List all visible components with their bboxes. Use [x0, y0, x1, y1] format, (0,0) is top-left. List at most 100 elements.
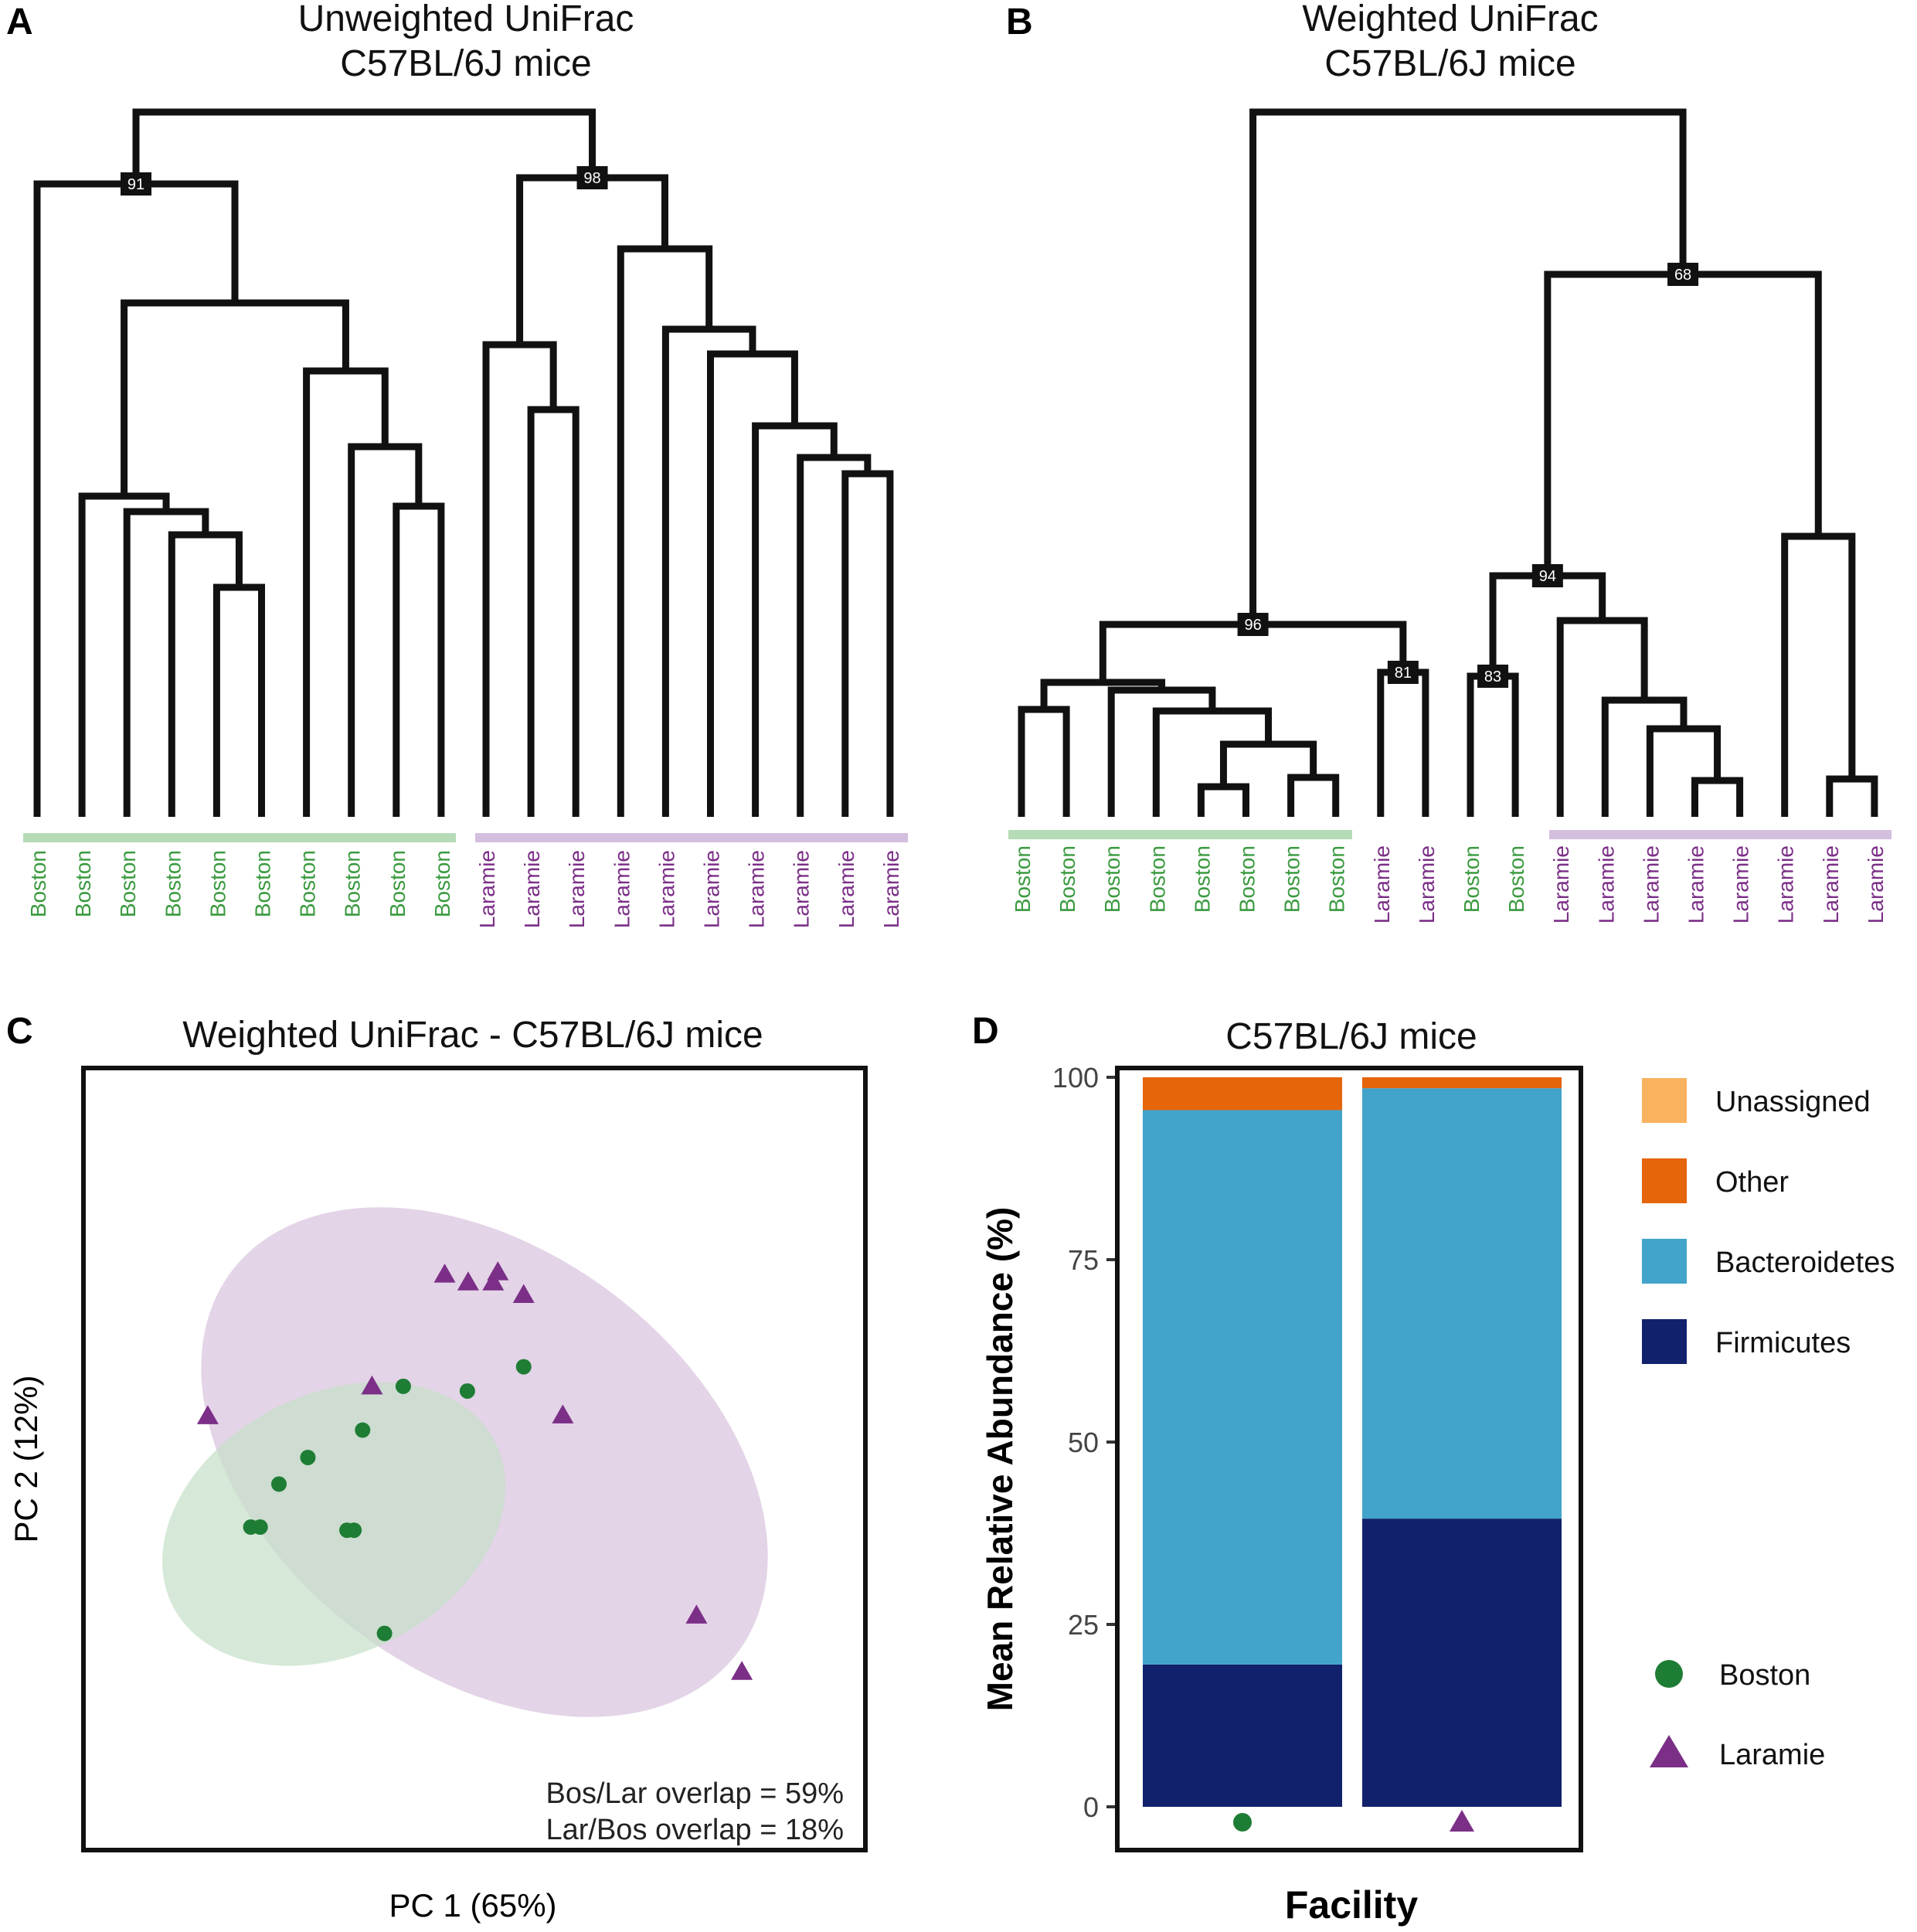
panel-c-points [196, 1261, 753, 1680]
panel-d-category-markers [1233, 1810, 1474, 1832]
panel-d-yticks: 0 25 50 75 100 [1052, 1062, 1117, 1823]
leaf-label: Laramie [1594, 845, 1618, 923]
point-boston [376, 1625, 393, 1641]
leaf-label: Boston [1460, 845, 1484, 913]
legend-label-boston: Boston [1719, 1659, 1810, 1692]
category-marker-laramie [1450, 1810, 1474, 1832]
leaf-label: Laramie [475, 850, 499, 928]
leaf-label: Boston [1145, 845, 1169, 913]
panel-d-xlabel: Facility [1285, 1883, 1418, 1927]
point-laramie [433, 1264, 456, 1283]
panel-c: C Weighted UniFrac - C57BL/6J mice Bos/L… [6, 1011, 868, 1923]
ytick-label: 0 [1083, 1791, 1099, 1823]
point-boston [252, 1519, 268, 1536]
point-boston [459, 1383, 475, 1399]
panel-b-branch [1018, 706, 1070, 817]
point-laramie [482, 1271, 505, 1291]
legend-label-firmicutes: Firmicutes [1715, 1327, 1851, 1359]
leaf-label: Laramie [1639, 845, 1663, 923]
bar-laramie-firmicutes [1362, 1519, 1562, 1807]
legend-marker-boston [1655, 1660, 1683, 1688]
bar-boston-bacteroidetes [1143, 1110, 1342, 1665]
leaf-label: Boston [26, 850, 50, 917]
leaf-label: Laramie [610, 850, 634, 928]
panel-c-letter: C [6, 1011, 33, 1052]
leaf-label: Laramie [834, 850, 858, 928]
leaf-label: Boston [1504, 845, 1528, 913]
legend-marker-laramie [1650, 1735, 1688, 1767]
panel-b-branch [1287, 774, 1340, 817]
panel-a-letter: A [6, 2, 33, 43]
panel-a-branch [797, 454, 872, 817]
point-laramie [361, 1375, 383, 1395]
panel-b-dendrogram [1018, 108, 1878, 817]
ellipse-boston [161, 1382, 506, 1666]
leaf-label: Laramie [879, 850, 903, 928]
bootstrap-box [1237, 613, 1269, 636]
point-laramie [685, 1604, 708, 1624]
annotation-bos-lar: Bos/Lar overlap = 59% [546, 1777, 844, 1810]
bootstrap-box [1667, 263, 1699, 286]
panel-d-letter: D [972, 1011, 999, 1052]
point-laramie [731, 1661, 753, 1680]
panel-b-letter: B [1006, 2, 1033, 43]
panel-a-branch [348, 443, 423, 817]
panel-b-branch [1152, 707, 1273, 817]
bootstrap-box [1387, 661, 1419, 684]
panel-c-title: Weighted UniFrac - C57BL/6J mice [182, 1015, 763, 1056]
panel-d-legend: Unassigned Other Bacteroidetes Firmicutes [1642, 1078, 1895, 1364]
panel-b-branch [1601, 696, 1688, 817]
leaf-label: Boston [116, 850, 140, 917]
bootstrap-box [1531, 564, 1563, 587]
ytick-label: 75 [1068, 1244, 1099, 1276]
ytick-label: 25 [1068, 1609, 1099, 1641]
legend-label-unassigned: Unassigned [1715, 1086, 1871, 1118]
ytick-label: 50 [1068, 1427, 1099, 1458]
bootstrap-box [121, 172, 152, 196]
panel-d: D C57BL/6J mice 0 25 50 75 100 Facility Mean… [972, 1011, 1895, 1927]
leaf-label: Boston [1280, 845, 1304, 913]
panel-a-branch [482, 341, 557, 817]
bootstrap-value: 98 [583, 170, 600, 187]
leaf-label: Boston [1236, 845, 1259, 913]
legend-label-bacteroidetes: Bacteroidetes [1715, 1247, 1895, 1279]
leaf-label: Boston [251, 850, 275, 917]
panel-b-branch [1040, 679, 1166, 709]
leaf-label: Laramie [1864, 845, 1888, 923]
bootstrap-value: 94 [1539, 568, 1556, 585]
leaf-label: Boston [296, 850, 320, 917]
panel-d-plot-frame [1115, 1066, 1583, 1852]
bar-boston-firmicutes [1143, 1664, 1342, 1807]
point-laramie [487, 1261, 509, 1281]
point-boston [355, 1422, 371, 1438]
point-laramie [457, 1271, 479, 1291]
panel-b-branch [1377, 668, 1429, 817]
panel-c-xlabel: PC 1 (65%) [389, 1887, 556, 1923]
panel-b-bootstrap: 68 96 94 81 83 [1237, 263, 1699, 688]
panel-b: B Weighted UniFrac C57BL/6J mice Boston B… [1006, 0, 1892, 923]
bootstrap-value: 81 [1395, 665, 1412, 682]
panel-d-ylabel: Mean Relative Abundance (%) [980, 1207, 1020, 1712]
bootstrap-box [576, 166, 608, 189]
leaf-label: Laramie [1729, 845, 1753, 923]
panel-a-dendrogram [33, 108, 894, 817]
point-laramie [512, 1284, 535, 1303]
leaf-label: Boston [341, 850, 365, 917]
bar-boston-other [1143, 1077, 1342, 1111]
leaf-label: Boston [206, 850, 229, 917]
panel-d-shape-legend: Boston Laramie [1650, 1659, 1825, 1771]
panel-a-branch [132, 108, 597, 184]
leaf-label: Laramie [790, 850, 814, 928]
leaf-label: Laramie [745, 850, 769, 928]
bar-laramie-bacteroidetes [1362, 1088, 1562, 1519]
leaf-label: Laramie [1370, 845, 1394, 923]
panel-a-branch [752, 422, 838, 817]
leaf-label: Boston [161, 850, 185, 917]
leaf-label: Laramie [1549, 845, 1573, 923]
bootstrap-box [1477, 665, 1509, 688]
leaf-label: Laramie [565, 850, 589, 928]
panel-b-leaf-labels: Boston Boston Boston Boston Boston Boston Bost… [1011, 845, 1888, 923]
panel-b-branch [1489, 572, 1606, 676]
panel-a-branch [123, 508, 209, 817]
